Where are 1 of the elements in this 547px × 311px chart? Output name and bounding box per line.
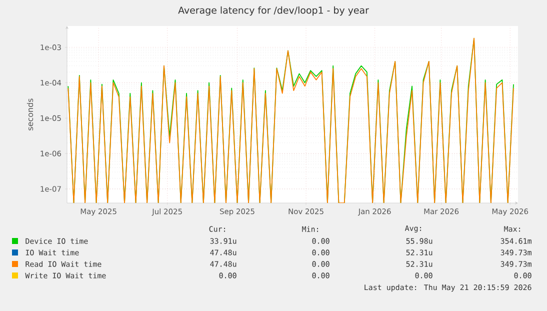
chart-title: Average latency for /dev/loop1 - by year (178, 6, 369, 16)
